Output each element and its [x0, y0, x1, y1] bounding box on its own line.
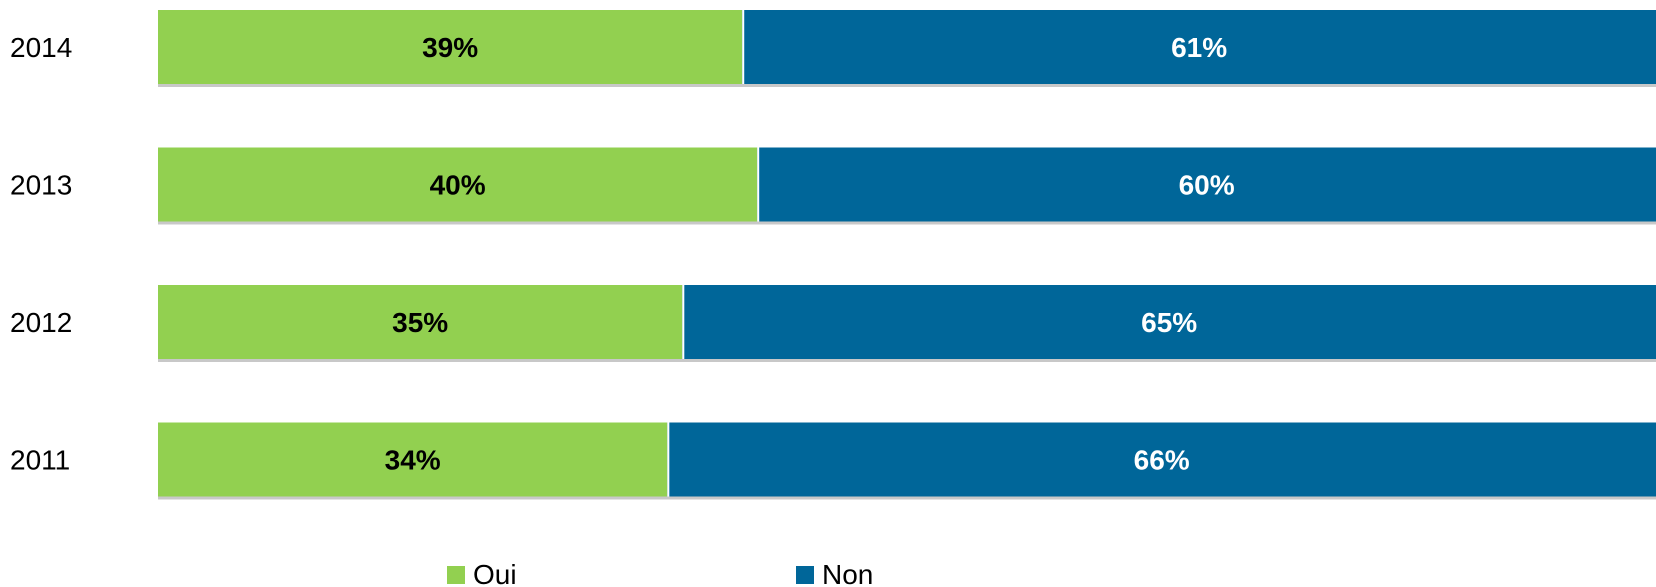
legend: Oui Non: [447, 559, 873, 587]
legend-label-non: Non: [822, 559, 873, 587]
data-label: 35%: [392, 307, 448, 338]
bars-group: 2014 39% 61% 2013 40% 60% 2012 35% 65% 2011 34% 66%: [10, 10, 1656, 500]
data-label: 39%: [422, 32, 478, 63]
legend-swatch-oui: [447, 566, 465, 584]
bar-segment-non: [667, 422, 1656, 497]
bar-shadow: [158, 359, 1656, 362]
data-label: 34%: [385, 445, 441, 476]
bar-segment-non: [742, 10, 1656, 84]
bar-segment-oui: [158, 285, 683, 359]
bar-segment-non: [757, 147, 1656, 222]
bar-segment-oui: [158, 422, 668, 497]
legend-label-oui: Oui: [473, 559, 517, 587]
segment-separator: [757, 147, 760, 222]
legend-swatch-non: [796, 566, 814, 584]
data-label: 60%: [1179, 170, 1235, 201]
segment-separator: [682, 285, 685, 359]
bar-shadow: [158, 221, 1656, 225]
bar-shadow: [158, 496, 1656, 500]
bar-segment-oui: [158, 10, 743, 84]
data-label: 65%: [1141, 307, 1197, 338]
segment-separator: [667, 422, 670, 497]
category-label: 2014: [10, 32, 72, 63]
bar-segment-non: [682, 285, 1656, 359]
data-label: 61%: [1171, 32, 1227, 63]
bar-shadow: [158, 84, 1656, 87]
data-label: 40%: [430, 170, 486, 201]
category-label: 2011: [10, 445, 70, 476]
category-label: 2012: [10, 307, 72, 338]
data-label: 66%: [1134, 445, 1190, 476]
bar-segment-oui: [158, 147, 758, 222]
category-label: 2013: [10, 170, 72, 201]
segment-separator: [742, 10, 745, 84]
